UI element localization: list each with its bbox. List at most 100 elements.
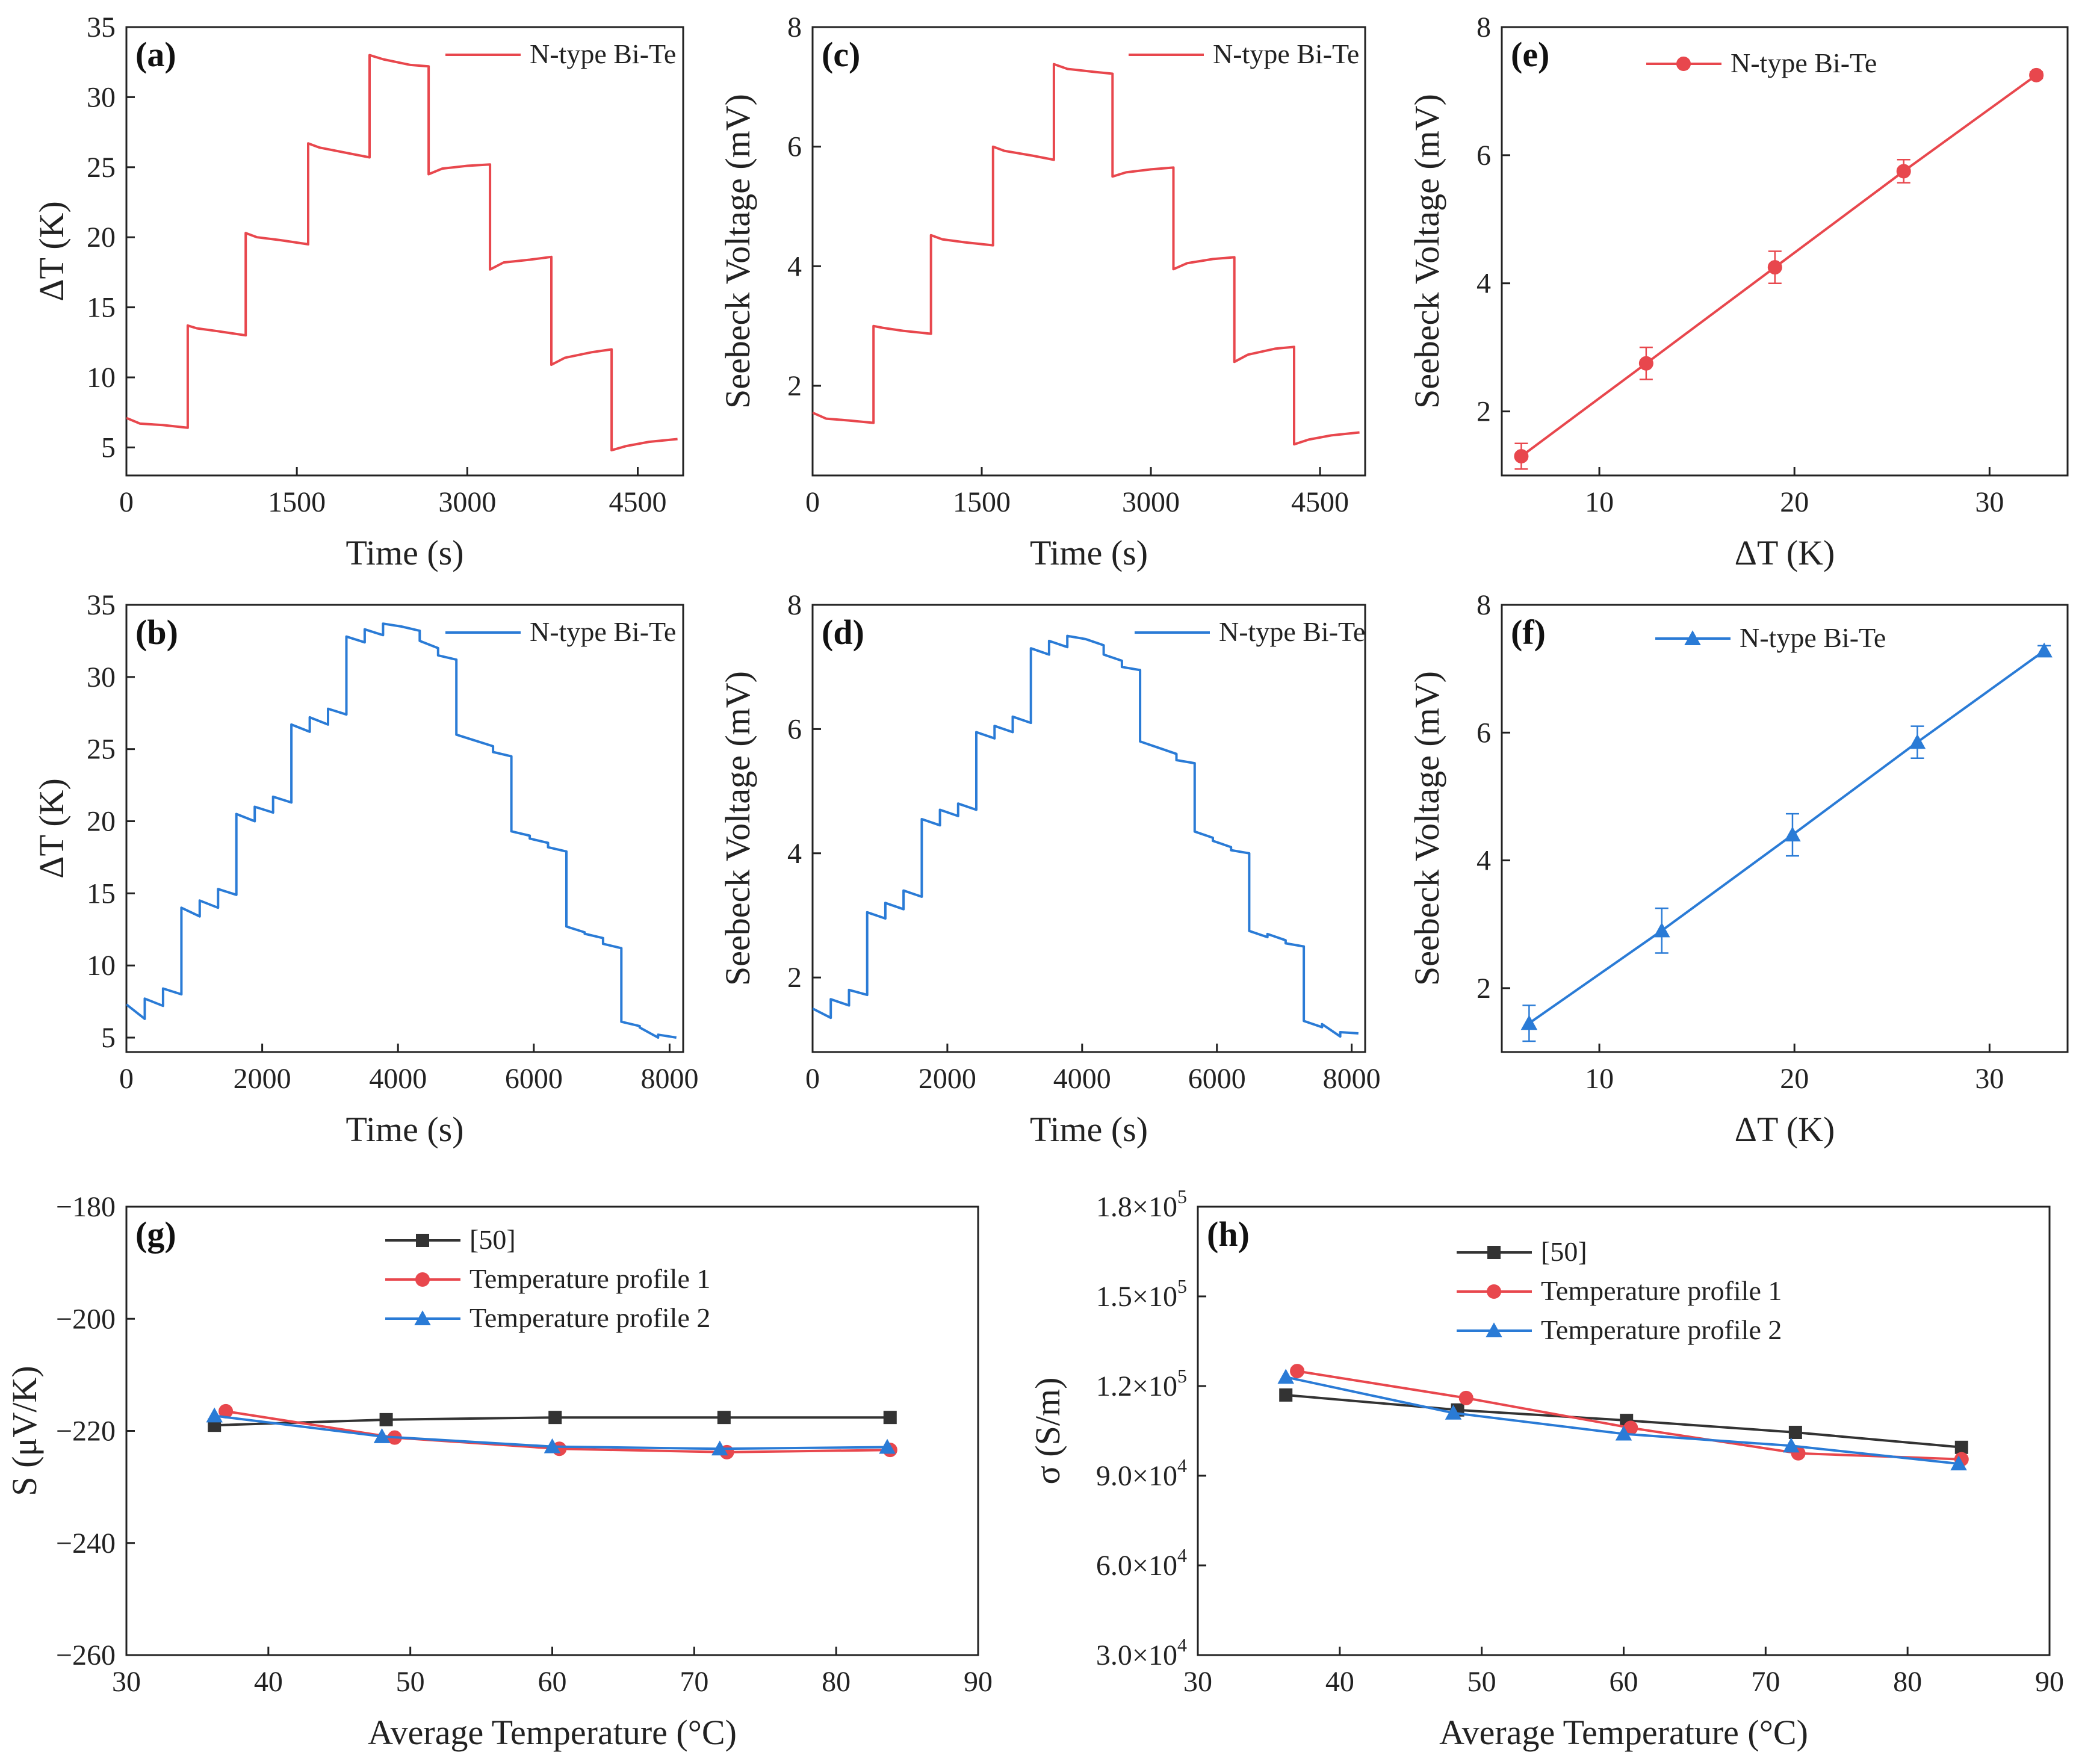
y-tick-label: −220 (56, 1416, 116, 1447)
y-tick-label: 10 (87, 362, 116, 394)
data-point (879, 1438, 896, 1454)
x-tick-label: 90 (964, 1666, 993, 1698)
y-tick-label: 1.5×105 (1096, 1275, 1187, 1313)
series-line (1528, 649, 2045, 1024)
legend-label: Temperature profile 1 (469, 1263, 710, 1294)
y-tick-label: 9.0×104 (1096, 1455, 1187, 1492)
legend-label: N-type Bi-Te (1731, 48, 1877, 78)
legend-item: Temperature profile 2 (385, 1302, 710, 1333)
x-tick-label: 4500 (1291, 486, 1349, 518)
series--50- (1279, 1388, 1968, 1454)
y-tick-label: 30 (87, 81, 116, 113)
legend-swatch-marker (1487, 1246, 1501, 1259)
panel-label: (c) (822, 35, 860, 74)
y-tick-label: 6 (787, 131, 802, 163)
legend-item: Temperature profile 2 (1457, 1314, 1782, 1345)
y-tick-mantissa: 6.0×10 (1096, 1550, 1177, 1582)
series-n-type-bi-te (813, 634, 1359, 1038)
x-tick-label: 3000 (438, 486, 496, 518)
x-tick-label: 70 (1751, 1666, 1780, 1698)
x-tick-label: 3000 (1122, 486, 1180, 518)
panel-label: (a) (135, 35, 176, 74)
x-tick-label: 60 (1610, 1666, 1638, 1698)
y-tick-label: 3.0×104 (1096, 1634, 1187, 1671)
plot-frame (125, 26, 684, 477)
data-point (1615, 1425, 1632, 1441)
x-tick-label: 60 (538, 1666, 567, 1698)
legend-label: Temperature profile 1 (1541, 1275, 1782, 1306)
y-tick-label: 1.8×105 (1096, 1186, 1187, 1223)
legend-item: N-type Bi-Te (1655, 622, 1886, 653)
panel-label: (e) (1511, 35, 1549, 74)
x-tick-label: 20 (1780, 1063, 1809, 1095)
x-tick-label: 50 (1467, 1666, 1496, 1698)
data-point (883, 1411, 897, 1425)
series-temperature-profile-2 (206, 1407, 896, 1456)
x-tick-label: 4000 (1053, 1063, 1111, 1095)
chart-panel-c: 0 1500 3000 4500 2 4 6 8 Time (s) Seebeck Voltage… (718, 11, 1366, 572)
chart-panel-e: 10 20 30 2 4 6 8 ΔT (K) Seebeck Voltage (mV) (e) N… (1407, 11, 2069, 572)
legend-item: N-type Bi-Te (1129, 39, 1359, 69)
legend-item: N-type Bi-Te (1646, 48, 1877, 78)
y-axis-label: Seebeck Voltage (mV) (1407, 671, 1446, 986)
y-axis-label: S (μV/K) (5, 1366, 44, 1496)
data-point (1514, 449, 1529, 464)
y-tick-label: 8 (787, 589, 802, 621)
legend-label: [50] (469, 1224, 516, 1255)
legend-swatch-marker (1676, 57, 1691, 71)
plot-frame (125, 604, 684, 1053)
chart-panel-g: 30 40 50 60 70 80 90 −260 −240 −220 −200 −180 Averag… (5, 1191, 993, 1752)
x-tick-label: 1500 (953, 486, 1011, 518)
legend-swatch-marker (415, 1272, 430, 1287)
y-tick-exponent: 4 (1177, 1544, 1187, 1566)
chart-panel-d: 0 2000 4000 6000 8000 2 4 6 8 Time (s) Seebeck Vol… (718, 589, 1381, 1149)
y-axis-label: ΔT (K) (32, 201, 71, 302)
data-point (544, 1438, 561, 1453)
x-tick-label: 0 (119, 1063, 134, 1095)
y-tick-label: 4 (1477, 268, 1491, 300)
x-tick-label: 4000 (369, 1063, 427, 1095)
y-tick-label: 6.0×104 (1096, 1544, 1187, 1582)
x-tick-label: 6000 (1188, 1063, 1246, 1095)
legend-label: N-type Bi-Te (530, 39, 676, 69)
x-axis-label: Time (s) (1030, 533, 1148, 572)
x-axis-label: Time (s) (346, 1110, 463, 1149)
y-tick-label: 6 (1477, 140, 1491, 172)
legend-swatch-marker (1487, 1284, 1501, 1299)
legend-item: Temperature profile 1 (385, 1263, 710, 1294)
data-point (548, 1411, 562, 1425)
y-tick-label: 30 (87, 661, 116, 693)
y-tick-label: 4 (1477, 845, 1491, 877)
legend-item: Temperature profile 1 (1457, 1275, 1782, 1306)
x-tick-label: 2000 (919, 1063, 976, 1095)
y-tick-label: −260 (56, 1639, 116, 1671)
y-tick-exponent: 5 (1177, 1186, 1187, 1207)
data-point (379, 1413, 393, 1426)
legend-label: Temperature profile 2 (1541, 1314, 1782, 1345)
x-axis-label: ΔT (K) (1735, 533, 1835, 572)
x-tick-label: 30 (1975, 486, 2004, 518)
x-tick-label: 70 (680, 1666, 708, 1698)
y-tick-label: 15 (87, 292, 116, 324)
data-point (206, 1407, 223, 1423)
y-tick-label: 20 (87, 806, 116, 838)
x-tick-label: 40 (1325, 1666, 1354, 1698)
data-point (1896, 164, 1911, 179)
legend-item: N-type Bi-Te (445, 39, 676, 69)
data-point (1788, 1425, 1802, 1439)
x-axis-label: Average Temperature (°C) (368, 1713, 737, 1752)
legend-swatch-marker (414, 1310, 431, 1325)
series-n-type-bi-te (1520, 642, 2053, 1042)
y-tick-label: 5 (101, 1022, 116, 1054)
y-tick-exponent: 5 (1177, 1365, 1187, 1387)
data-point (1783, 1437, 1800, 1453)
plot-frame (811, 26, 1366, 477)
y-tick-exponent: 4 (1177, 1634, 1187, 1656)
y-axis-label: Seebeck Voltage (mV) (1407, 94, 1446, 409)
data-point (1653, 922, 1670, 938)
y-tick-mantissa: 1.2×10 (1096, 1370, 1177, 1402)
legend-swatch-marker (1486, 1322, 1502, 1337)
legend-item: [50] (1457, 1236, 1587, 1267)
panel-label: (h) (1207, 1215, 1250, 1254)
